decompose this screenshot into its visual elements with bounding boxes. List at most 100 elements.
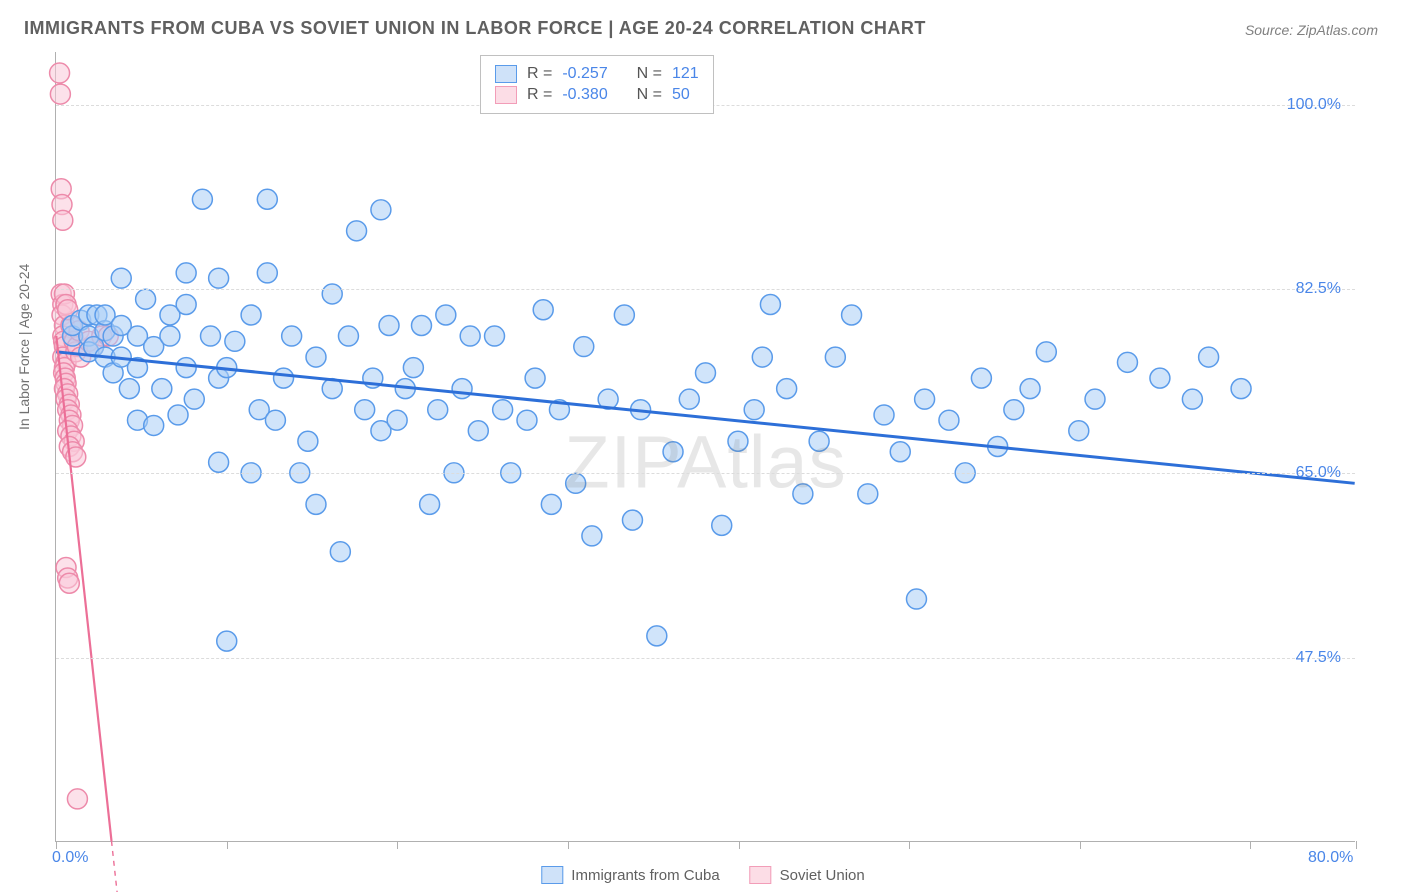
n-value-soviet: 50: [672, 86, 690, 104]
swatch-pink-icon: [750, 866, 772, 884]
x-tick: [739, 841, 740, 849]
scatter-point: [696, 363, 716, 383]
scatter-point: [53, 210, 73, 230]
scatter-point: [906, 589, 926, 609]
scatter-point: [330, 542, 350, 562]
scatter-point: [217, 631, 237, 651]
scatter-point: [1085, 389, 1105, 409]
scatter-point: [566, 473, 586, 493]
scatter-point: [257, 189, 277, 209]
scatter-point: [452, 379, 472, 399]
correlation-legend: R = -0.257 N = 121 R = -0.380 N = 50: [480, 55, 714, 114]
scatter-point: [858, 484, 878, 504]
swatch-blue-icon: [495, 65, 517, 83]
x-tick: [397, 841, 398, 849]
n-label: N =: [637, 65, 662, 83]
scatter-point: [874, 405, 894, 425]
scatter-point: [225, 331, 245, 351]
scatter-point: [355, 400, 375, 420]
scatter-point: [192, 189, 212, 209]
chart-title: IMMIGRANTS FROM CUBA VS SOVIET UNION IN …: [24, 18, 926, 39]
scatter-point: [136, 289, 156, 309]
n-value-cuba: 121: [672, 65, 699, 83]
scatter-point: [842, 305, 862, 325]
swatch-pink-icon: [495, 86, 517, 104]
y-tick-label: 47.5%: [1296, 649, 1341, 667]
scatter-point: [265, 410, 285, 430]
scatter-point: [298, 431, 318, 451]
scatter-point: [760, 294, 780, 314]
scatter-point: [574, 337, 594, 357]
x-tick: [227, 841, 228, 849]
bottom-legend-cuba: Immigrants from Cuba: [541, 866, 719, 884]
scatter-point: [485, 326, 505, 346]
scatter-point: [915, 389, 935, 409]
gridline: [56, 658, 1355, 659]
scatter-point: [493, 400, 513, 420]
scatter-point: [241, 305, 261, 325]
scatter-point: [728, 431, 748, 451]
scatter-point: [168, 405, 188, 425]
x-tick: [56, 841, 57, 849]
scatter-point: [541, 494, 561, 514]
scatter-point: [679, 389, 699, 409]
scatter-point: [274, 368, 294, 388]
scatter-point: [111, 268, 131, 288]
scatter-point: [793, 484, 813, 504]
scatter-point: [50, 63, 70, 83]
scatter-point: [428, 400, 448, 420]
scatter-point: [50, 84, 70, 104]
scatter-point: [777, 379, 797, 399]
trend-line-extension: [112, 841, 126, 892]
scatter-point: [176, 263, 196, 283]
y-tick-label: 65.0%: [1296, 464, 1341, 482]
scatter-svg: [56, 52, 1355, 841]
scatter-point: [525, 368, 545, 388]
scatter-point: [752, 347, 772, 367]
scatter-point: [1069, 421, 1089, 441]
scatter-point: [1117, 352, 1137, 372]
swatch-blue-icon: [541, 866, 563, 884]
y-tick-label: 82.5%: [1296, 280, 1341, 298]
scatter-point: [825, 347, 845, 367]
scatter-point: [1020, 379, 1040, 399]
scatter-point: [1036, 342, 1056, 362]
scatter-point: [436, 305, 456, 325]
scatter-point: [160, 326, 180, 346]
scatter-point: [119, 379, 139, 399]
scatter-point: [282, 326, 302, 346]
scatter-point: [890, 442, 910, 462]
plot-area: ZIPAtlas 47.5%65.0%82.5%100.0%0.0%80.0%: [55, 52, 1355, 842]
scatter-point: [201, 326, 221, 346]
scatter-point: [614, 305, 634, 325]
x-tick: [568, 841, 569, 849]
scatter-point: [1182, 389, 1202, 409]
scatter-point: [347, 221, 367, 241]
source-label: Source: ZipAtlas.com: [1245, 22, 1378, 38]
scatter-point: [67, 789, 87, 809]
x-tick: [1356, 841, 1357, 849]
y-axis-label: In Labor Force | Age 20-24: [16, 264, 32, 430]
r-label: R =: [527, 65, 552, 83]
scatter-point: [209, 452, 229, 472]
y-tick-label: 100.0%: [1287, 96, 1341, 114]
scatter-point: [939, 410, 959, 430]
scatter-point: [59, 573, 79, 593]
x-tick-label: 0.0%: [52, 849, 88, 867]
x-tick-label: 80.0%: [1308, 849, 1353, 867]
scatter-point: [144, 415, 164, 435]
scatter-point: [387, 410, 407, 430]
scatter-point: [533, 300, 553, 320]
scatter-point: [1231, 379, 1251, 399]
scatter-point: [663, 442, 683, 462]
scatter-point: [460, 326, 480, 346]
scatter-point: [744, 400, 764, 420]
x-tick: [1250, 841, 1251, 849]
bottom-legend-label: Immigrants from Cuba: [571, 867, 719, 884]
x-tick: [1080, 841, 1081, 849]
r-value-soviet: -0.380: [562, 86, 607, 104]
gridline: [56, 473, 1355, 474]
scatter-point: [647, 626, 667, 646]
scatter-point: [306, 347, 326, 367]
scatter-point: [176, 358, 196, 378]
